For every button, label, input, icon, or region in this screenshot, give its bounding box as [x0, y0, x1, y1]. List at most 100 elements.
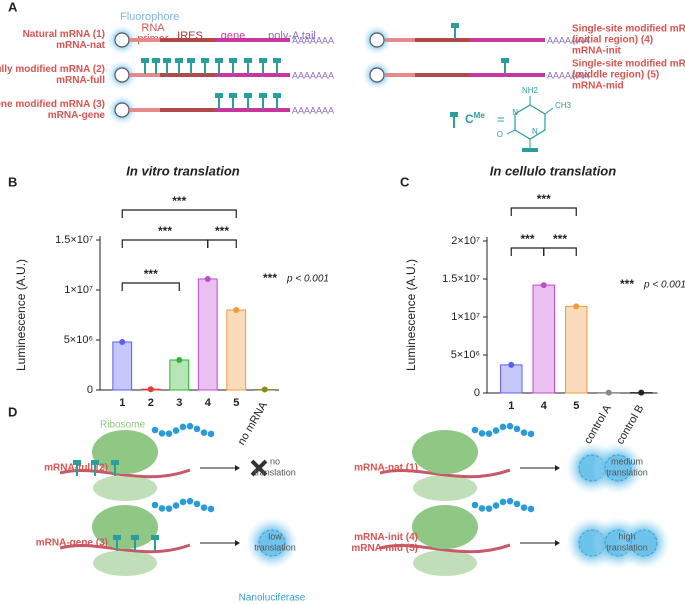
modification: [215, 58, 223, 63]
construct-label: Fully modified mRNA (2): [0, 64, 105, 75]
data-point: [147, 386, 154, 393]
significance-label: ***: [158, 224, 172, 238]
x-tick-label: 4: [205, 397, 212, 409]
ribosome-small: [93, 550, 157, 576]
annotation-text: p < 0.001: [286, 274, 329, 285]
mrna-label: mRNA-gene (3): [36, 538, 108, 549]
outcome-label: low: [268, 531, 282, 541]
modification: [273, 93, 281, 98]
cross: [250, 459, 268, 477]
peptide: [478, 505, 486, 512]
peptide: [165, 430, 173, 437]
peptide: [151, 501, 159, 509]
primer-label: RNA: [141, 22, 165, 34]
fluorophore: [114, 32, 130, 48]
ribosome-large: [412, 505, 478, 549]
peptide: [513, 500, 521, 508]
significance-bracket: [510, 207, 577, 216]
panel-letter: C: [400, 174, 410, 189]
modification: [187, 58, 195, 63]
x-tick-label: 1: [508, 400, 514, 412]
arrowhead: [555, 465, 560, 471]
ires: [160, 38, 215, 42]
data-point: [540, 282, 547, 289]
peptide: [179, 423, 187, 431]
data-point: [204, 276, 211, 282]
peptide: [499, 498, 507, 506]
peptide: [478, 430, 486, 437]
mrna-label: mRNA-mid (5): [351, 543, 418, 554]
construct-label: mRNA-nat: [56, 40, 106, 51]
gene: [215, 108, 290, 112]
bond: [544, 107, 554, 115]
x-tick-label: control A: [582, 402, 614, 446]
bar: [226, 309, 247, 391]
primer: [130, 73, 160, 77]
significance-bracket: [121, 282, 180, 291]
significance-bracket: [510, 247, 545, 256]
modification: [229, 58, 237, 63]
modification: [151, 535, 159, 540]
data-point: [638, 389, 645, 396]
peptide: [492, 427, 500, 434]
significance-bracket: [121, 239, 209, 248]
x-tick-label: no mRNA: [236, 399, 271, 447]
mrna: [379, 543, 511, 554]
luciferase: [630, 529, 658, 557]
annotation-marker: ***: [263, 271, 277, 285]
peptide: [200, 504, 208, 511]
significance-label: ***: [172, 194, 186, 208]
x-tick-label: 3: [176, 397, 182, 409]
peptide: [186, 497, 194, 505]
data-point: [233, 307, 240, 313]
peptide: [506, 497, 514, 505]
ires: [160, 73, 215, 77]
significance-label: ***: [144, 267, 158, 281]
modification: [259, 93, 267, 98]
significance-label: ***: [553, 232, 567, 246]
atom: NH2: [522, 86, 539, 95]
fluorophore: [369, 32, 385, 48]
data-point: [573, 303, 580, 310]
modification: [111, 460, 119, 465]
ribosome-small: [413, 550, 477, 576]
ring: [514, 104, 546, 140]
peptide: [485, 505, 493, 512]
x-tick-label: control B: [614, 403, 646, 447]
x-tick-label: 1: [119, 397, 125, 409]
y-tick-label: 5×10⁶: [451, 349, 480, 361]
peptide: [520, 429, 528, 436]
mrna-label: mRNA-init (4): [354, 532, 418, 543]
construct-label: mRNA-init: [572, 46, 622, 57]
peptide: [527, 505, 535, 513]
modification: [229, 93, 237, 98]
modification: [141, 58, 149, 63]
ires: [160, 108, 215, 112]
bar: [532, 284, 555, 394]
peptide: [506, 422, 514, 430]
ires: [415, 73, 470, 77]
data-point: [605, 389, 612, 396]
modification: [163, 58, 171, 63]
annotation-marker: ***: [620, 277, 634, 291]
superscript: Me: [474, 111, 486, 120]
nanoluciferase-label: Nanoluciferase: [239, 593, 306, 604]
outcome-label: high: [618, 531, 635, 541]
panel-letter: A: [8, 0, 18, 14]
modification: [450, 112, 458, 117]
modification: [244, 58, 252, 63]
y-axis-label: Luminescence (A.U.): [14, 259, 28, 371]
tail: AAAAAAA: [547, 35, 589, 45]
modification: [273, 58, 281, 63]
data-point: [508, 361, 515, 368]
peptide: [471, 426, 479, 434]
ribosome-small: [93, 475, 157, 501]
peptide: [499, 423, 507, 431]
construct-label: mRNA-mid: [572, 81, 624, 92]
significance-label: ***: [215, 224, 229, 238]
y-tick-label: 2×10⁷: [451, 235, 480, 247]
atom: N: [512, 108, 518, 117]
atom: O: [497, 130, 503, 139]
peptide: [179, 498, 187, 506]
